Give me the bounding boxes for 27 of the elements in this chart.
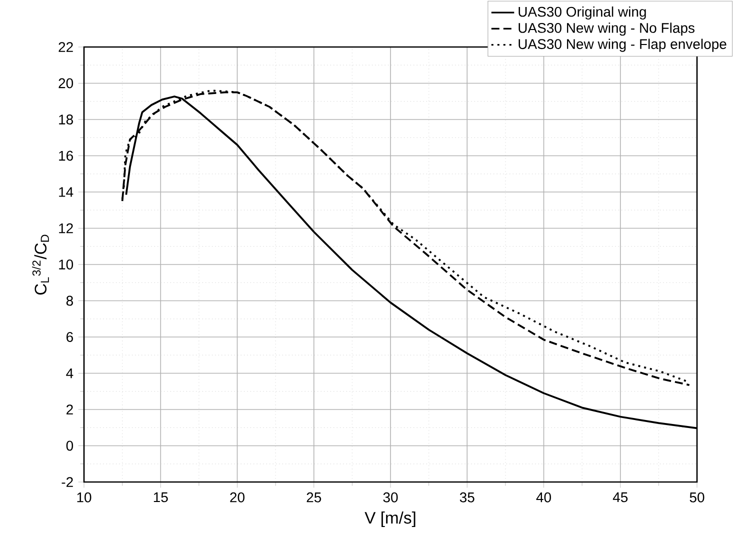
y-tick-label: 0 [66, 440, 74, 451]
y-axis-title: C$_{L}$$^{3/2}$/C$_{D}$ [32, 234, 49, 295]
y-tick-label: 6 [66, 332, 73, 342]
x-tick-label: 15 [154, 492, 168, 502]
x-tick-label: 35 [460, 492, 474, 502]
y-tick-label: -2 [62, 477, 73, 487]
y-tick-label: 22 [58, 42, 73, 52]
x-tick-label: 45 [612, 492, 628, 502]
y-tick-label: 20 [58, 78, 74, 88]
x-axis-title: V [m/s] [364, 511, 416, 527]
y-tick-label: 4 [66, 368, 74, 378]
y-tick-label: 14 [59, 187, 74, 197]
y-tick-label: 18 [59, 114, 73, 124]
legend-label: UAS30 New wing - Flap envelope [518, 38, 726, 52]
y-tick-label: 16 [59, 150, 73, 161]
x-tick-label: 20 [230, 492, 244, 502]
x-tick-label: 50 [690, 492, 704, 502]
legend-label: UAS30 New wing - No Flaps [518, 22, 694, 36]
y-tick-label: 8 [66, 296, 73, 306]
x-tick-label: 10 [77, 492, 92, 502]
x-tick-label: 40 [536, 492, 551, 502]
legend-label: UAS30 Original wing [518, 6, 646, 20]
y-tick-label: 10 [59, 260, 74, 270]
y-tick-label: 12 [59, 223, 73, 234]
y-tick-label: 2 [66, 404, 73, 414]
x-tick-label: 25 [306, 492, 322, 502]
x-tick-label: 30 [383, 492, 398, 502]
